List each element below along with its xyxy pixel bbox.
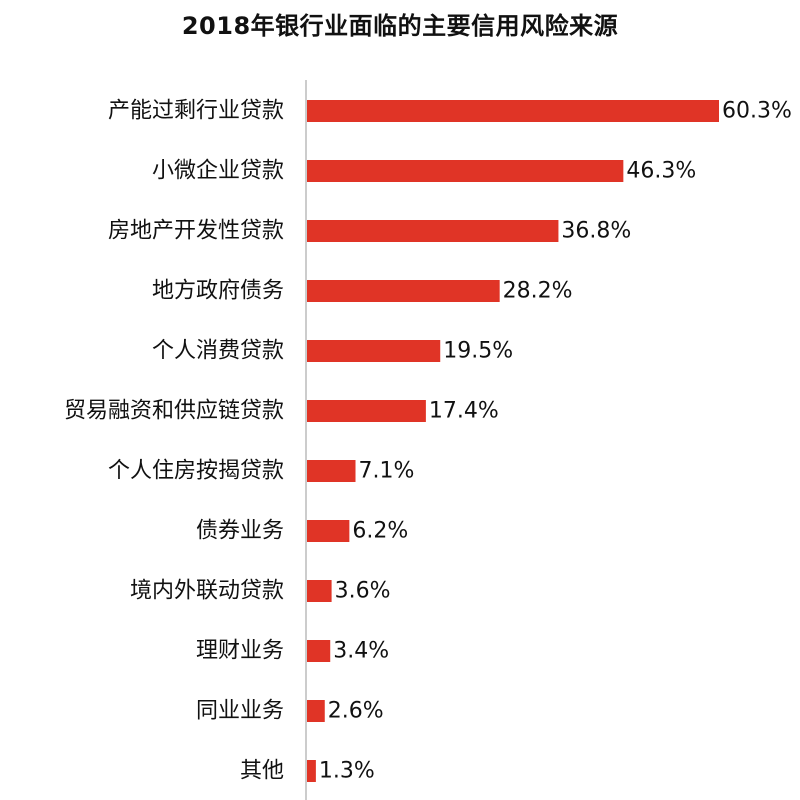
value-label: 1.3% (319, 759, 375, 784)
value-label: 17.4% (429, 399, 499, 424)
value-label: 28.2% (503, 279, 573, 304)
bar (307, 280, 500, 302)
bar (307, 640, 331, 662)
value-label: 36.8% (561, 219, 631, 244)
bar (307, 160, 624, 182)
category-label: 境内外联动贷款 (130, 579, 284, 604)
bar (307, 100, 719, 122)
value-label: 46.3% (626, 159, 696, 184)
bar (307, 580, 332, 602)
value-label: 19.5% (443, 339, 513, 364)
bar (307, 760, 316, 782)
bar (307, 400, 426, 422)
chart-title: 2018年银行业面临的主要信用风险来源 (181, 12, 619, 40)
bar (307, 460, 356, 482)
category-label: 个人住房按揭贷款 (108, 459, 284, 484)
category-label: 贸易融资和供应链贷款 (64, 399, 284, 424)
value-label: 3.4% (333, 639, 389, 664)
category-label: 个人消费贷款 (152, 339, 284, 364)
value-label: 7.1% (359, 459, 415, 484)
value-label: 60.3% (722, 99, 792, 124)
category-label: 地方政府债务 (152, 279, 284, 304)
value-label: 2.6% (328, 699, 384, 724)
bar (307, 520, 350, 542)
category-label: 产能过剩行业贷款 (108, 99, 284, 124)
category-label: 其他 (240, 759, 284, 784)
bar (307, 220, 559, 242)
category-label: 房地产开发性贷款 (108, 219, 284, 244)
value-label: 3.6% (335, 579, 391, 604)
category-label: 同业业务 (196, 699, 284, 724)
bars-layer: 产能过剩行业贷款 60.3% 小微企业贷款 46.3% 房地产开发性贷款 36.8% 地方政… (64, 99, 792, 784)
value-label: 6.2% (352, 519, 408, 544)
bar (307, 700, 325, 722)
category-label: 理财业务 (196, 639, 284, 664)
category-label: 小微企业贷款 (152, 159, 284, 184)
bar (307, 340, 441, 362)
category-label: 债券业务 (196, 519, 284, 544)
